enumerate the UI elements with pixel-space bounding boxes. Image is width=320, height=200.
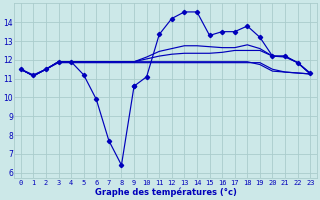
X-axis label: Graphe des températures (°c): Graphe des températures (°c) bbox=[95, 187, 236, 197]
